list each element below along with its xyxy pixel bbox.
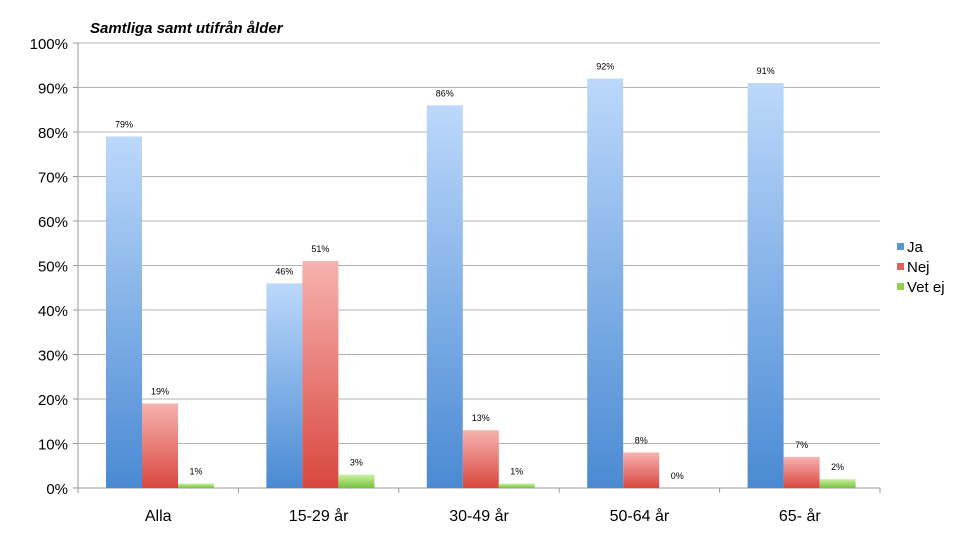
legend-label: Vet ej (907, 279, 945, 296)
data-label: 3% (350, 458, 363, 468)
bar-nej (623, 452, 660, 488)
data-label: 92% (596, 62, 614, 72)
data-label: 1% (510, 467, 523, 477)
data-label: 13% (472, 413, 490, 423)
chart-title: Samtliga samt utifrån ålder (90, 20, 284, 37)
bar-vet-ej (338, 474, 375, 488)
data-label: 86% (436, 88, 454, 98)
y-tick-label: 70% (38, 170, 68, 187)
data-label: 91% (757, 66, 775, 76)
bar-vet-ej (498, 483, 535, 488)
legend-swatch (897, 243, 904, 250)
y-tick-label: 10% (38, 437, 68, 454)
x-tick-label: 50-64 år (610, 507, 670, 525)
data-label: 79% (115, 119, 133, 129)
bar-ja (266, 283, 303, 488)
legend-label: Nej (907, 259, 930, 276)
x-tick-label: Alla (145, 508, 172, 525)
y-tick-label: 20% (38, 392, 68, 409)
x-tick-label: 30-49 år (449, 507, 509, 525)
bar-vet-ej (819, 479, 856, 488)
bar-ja (426, 105, 463, 489)
bar-nej (142, 403, 178, 488)
y-tick-label: 50% (38, 259, 68, 276)
bar-nej (302, 261, 339, 488)
bar-nej (462, 430, 499, 488)
bar-nej (783, 456, 820, 488)
y-tick-label: 100% (30, 36, 68, 53)
bar-vet-ej (178, 483, 214, 488)
y-tick-label: 80% (38, 125, 68, 142)
bar-ja (106, 136, 142, 488)
x-tick-label: 15-29 år (289, 507, 349, 525)
y-tick-label: 30% (38, 348, 68, 365)
data-label: 46% (275, 266, 293, 276)
data-label: 19% (151, 386, 169, 396)
legend-label: Ja (907, 239, 924, 256)
y-tick-label: 60% (38, 214, 68, 231)
legend-swatch (897, 283, 904, 290)
legend-swatch (897, 263, 904, 270)
data-label: 51% (311, 244, 329, 254)
bar-ja (587, 78, 624, 488)
x-tick-label: 65- år (779, 507, 821, 525)
bar-ja (747, 83, 784, 489)
y-tick-label: 40% (38, 303, 68, 320)
data-label: 0% (671, 471, 684, 481)
y-tick-label: 90% (38, 81, 68, 98)
data-label: 8% (635, 435, 648, 445)
data-label: 1% (189, 467, 202, 477)
data-label: 2% (831, 462, 844, 472)
data-label: 7% (795, 440, 808, 450)
y-tick-label: 0% (46, 481, 68, 498)
